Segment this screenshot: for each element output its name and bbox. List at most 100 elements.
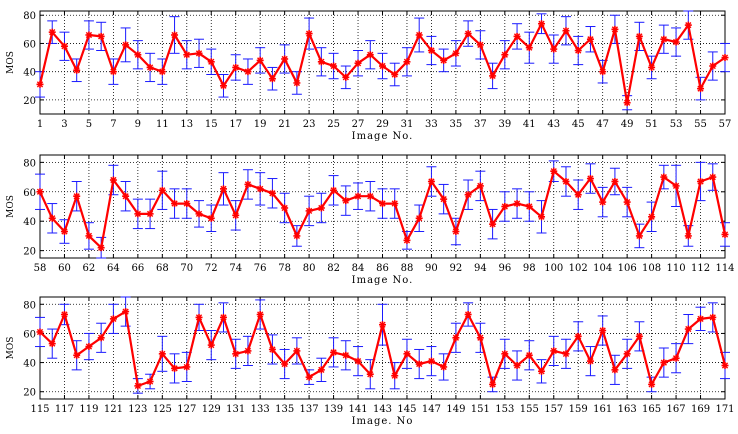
x-tick-label: 53 [670,119,683,130]
x-tick-label: 17 [229,119,242,130]
data-point [415,214,423,222]
data-point [415,31,423,39]
data-point [501,350,509,358]
data-point-stroke [562,27,570,34]
x-tick-label: 47 [596,119,609,130]
x-tick-label: 11 [156,119,169,130]
x-tick-label: 5 [86,119,92,130]
data-point [586,175,594,183]
x-tick-label: 7 [110,119,116,130]
data-point-stroke [697,315,704,322]
data-point-stroke [685,21,692,29]
data-point-stroke [244,68,252,75]
data-point-stroke [513,362,521,369]
data-point-stroke [244,181,252,188]
data-point [122,41,130,49]
data-point [391,372,399,380]
data-point [146,378,154,386]
data-point [379,62,386,70]
data-point-stroke [660,36,667,43]
data-point [73,192,81,200]
data-point-stroke [501,51,508,58]
data-point-stroke [73,67,80,74]
x-tick-label: 147 [422,404,441,415]
data-point [574,191,582,199]
data-point-stroke [501,203,508,210]
data-point [60,310,68,318]
data-point-stroke [477,41,484,48]
data-point [317,58,325,66]
data-point [476,182,484,190]
data-point [391,70,399,78]
data-point-stroke [146,210,154,217]
data-point [109,68,117,76]
data-point [244,68,252,76]
x-tick-label: 100 [544,263,563,274]
data-point [293,347,301,355]
x-tick-label: 96 [498,263,511,274]
x-tick-label: 92 [450,263,463,274]
data-point-stroke [73,352,80,359]
x-tick-label: 137 [300,404,319,415]
data-point [635,32,643,40]
data-point-stroke [489,381,496,388]
data-point [109,315,117,323]
data-point [48,214,56,222]
data-point-stroke [232,64,239,71]
data-point [586,35,594,43]
data-point-stroke [208,58,215,65]
data-point [122,192,130,200]
data-point-stroke [428,357,435,365]
chart-panel-2: 58 60 62 64 66 68 70 72 74 76 78 80 82 84 86 88 90 92 94 96… [6,154,735,286]
data-point-stroke [660,359,667,366]
data-point [574,332,582,340]
x-tick-label: 94 [474,263,487,274]
data-point [97,32,105,40]
x-tick-label: 15 [205,119,218,130]
x-tick-label: 117 [55,404,74,415]
x-tick-label: 31 [401,119,414,130]
data-point [195,49,203,57]
data-point-stroke [624,350,631,357]
data-point [232,350,240,358]
data-point-stroke [599,68,606,75]
data-point [427,47,435,55]
data-point [244,180,252,188]
data-point-stroke [465,30,472,37]
data-point-stroke [709,314,716,321]
y-tick-label: 80 [23,11,36,22]
data-point [721,230,729,238]
x-tick-label: 141 [348,404,367,415]
data-point [171,31,179,39]
x-tick-label: 29 [376,119,389,130]
x-tick-label: 112 [691,263,710,274]
data-point [244,347,252,355]
data-point [684,232,692,240]
data-point-stroke [85,343,93,350]
data-point-stroke [146,378,154,385]
data-point-stroke [367,51,374,58]
y-axis-label: MOS [6,337,16,360]
data-point [171,364,179,372]
data-point [268,189,276,197]
x-tick-label: 25 [327,119,340,130]
x-tick-label: 74 [229,263,242,274]
data-point-stroke [391,372,398,379]
data-point [60,42,68,50]
data-point [342,197,350,205]
data-point [207,58,215,66]
data-point [440,195,448,203]
x-tick-label: 125 [153,404,172,415]
x-tick-label: 86 [376,263,389,274]
data-point-stroke [220,314,227,321]
data-point-stroke [159,187,166,194]
data-point [207,214,215,222]
data-point-stroke [98,244,105,251]
data-point [489,220,497,228]
x-tick-label: 82 [327,263,340,274]
data-point [648,213,656,221]
data-point-stroke [465,191,472,198]
x-tick-label: 80 [303,263,316,274]
data-point-stroke [721,231,729,238]
